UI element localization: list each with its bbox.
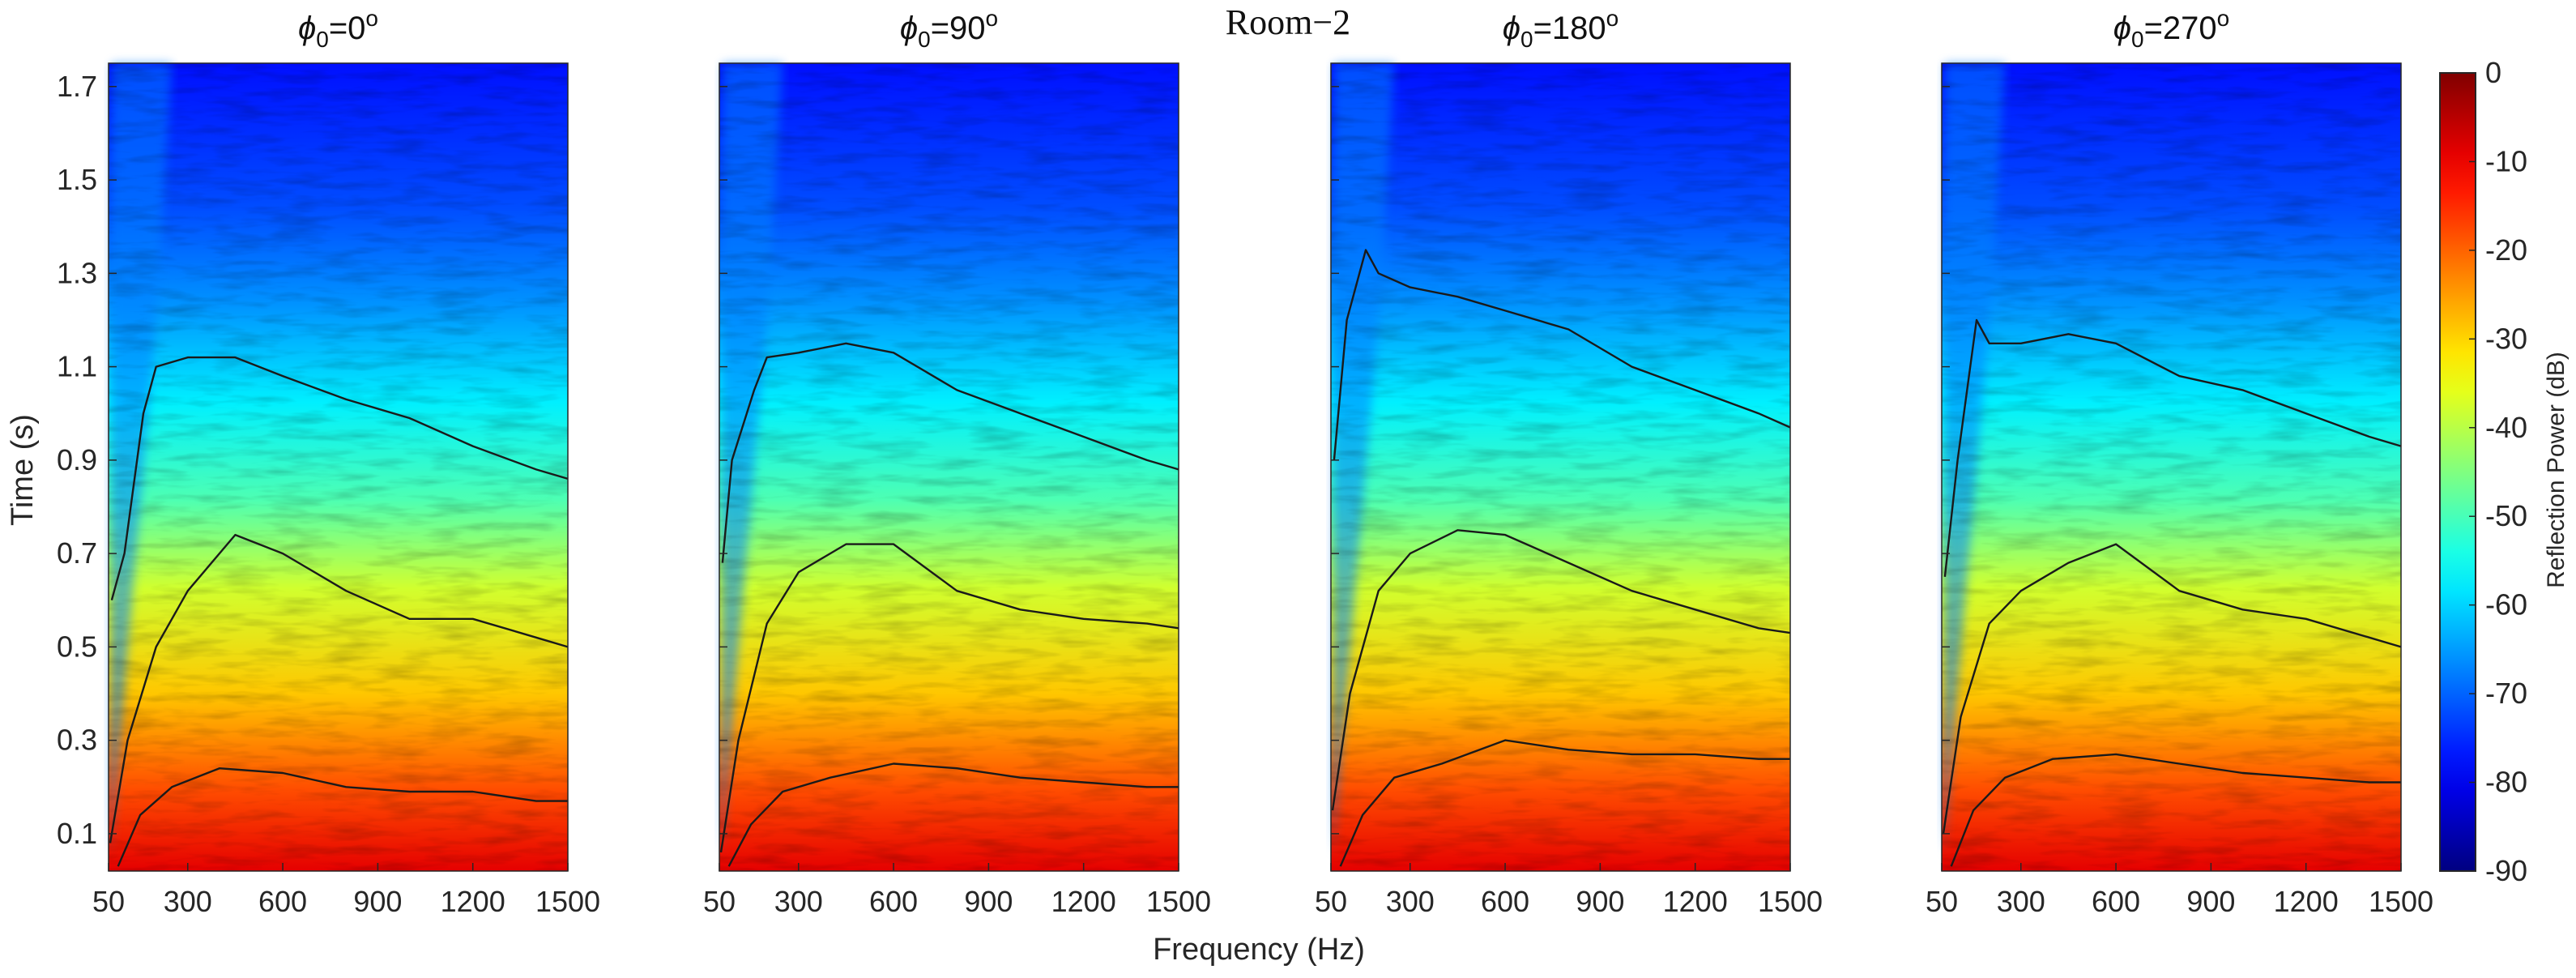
colorbar-tick-label: -50	[2485, 499, 2527, 532]
contour-line--60db	[110, 356, 569, 601]
panel-3: 50 300 600 900 1200 1500 ϕ0=270o	[1926, 6, 2433, 918]
colorbar-tick-label: -30	[2485, 322, 2527, 355]
x-tick-label: 50	[92, 885, 125, 918]
contour-line--60db	[1943, 318, 2402, 578]
panel-title: ϕ0=180o	[1503, 6, 1619, 52]
y-tick-label: 1.5	[57, 163, 97, 196]
title-symbol: ϕ	[298, 11, 316, 46]
y-tick-label: 0.7	[57, 536, 97, 570]
y-tick-label: 0.5	[57, 630, 97, 663]
y-tick-label: 1.3	[57, 256, 97, 289]
colorbar-tick-label: -60	[2485, 588, 2527, 621]
contour-line--40db	[719, 543, 1179, 853]
x-tick-label: 300	[164, 885, 212, 918]
contour-line--60db	[721, 342, 1179, 563]
contour-line--20db	[117, 767, 568, 867]
title-symbol: ϕ	[1503, 11, 1520, 46]
y-tick-label: 1.7	[57, 70, 97, 103]
contour-line--60db	[1333, 249, 1791, 461]
colorbar-tick-label: 0	[2485, 56, 2501, 89]
contour-line--20db	[1339, 739, 1790, 867]
x-tick-label: 50	[1315, 885, 1347, 918]
x-tick-label: 1500	[2369, 885, 2433, 918]
x-tick-label: 1500	[535, 885, 600, 918]
contour-line--40db	[1331, 529, 1791, 811]
title-superscript: o	[2217, 6, 2230, 31]
x-tick-label: 50	[703, 885, 736, 918]
x-tick-label: 50	[1926, 885, 1958, 918]
x-tick-label: 1200	[2274, 885, 2339, 918]
title-value: =90	[931, 11, 986, 46]
x-tick-label: 1200	[1051, 885, 1116, 918]
title-superscript: o	[986, 6, 999, 31]
title-value: =180	[1533, 11, 1606, 46]
colorbar-gradient	[2439, 72, 2476, 872]
panel-0: 50 300 600 900 1200 1500 0.1 0.3 0.5 0.7 0.9 1.1 1.3…	[57, 6, 600, 918]
x-tick-label: 900	[353, 885, 402, 918]
title-subscript: 0	[1520, 27, 1533, 52]
x-tick-label: 600	[869, 885, 918, 918]
colorbar-tick-label: -80	[2485, 766, 2527, 799]
title-subscript: 0	[316, 27, 329, 52]
title-value: =0	[329, 11, 366, 46]
x-tick-label: 600	[2092, 885, 2140, 918]
noise-texture	[719, 63, 1179, 871]
x-tick-label: 300	[1997, 885, 2045, 918]
panels-group: 50 300 600 900 1200 1500 0.1 0.3 0.5 0.7 0.9 1.1 1.3…	[57, 6, 2433, 918]
x-tick-label: 600	[1481, 885, 1529, 918]
colorbar-tick-label: -20	[2485, 233, 2527, 267]
panel-1: 50 300 600 900 1200 1500 ϕ0=90o	[703, 6, 1211, 918]
panel-title: ϕ0=0o	[298, 6, 378, 52]
suptitle: Room−2	[1226, 2, 1350, 42]
contour-line--40db	[1942, 543, 2402, 835]
panel-2: 50 300 600 900 1200 1500 ϕ0=180o	[1315, 6, 1823, 918]
contour-line--40db	[109, 533, 569, 843]
colorbar: 0 -10 -20 -30 -40 -50 -60 -70 -80 -90 Reflection …	[2439, 56, 2570, 887]
x-tick-label: 900	[964, 885, 1013, 918]
colorbar-tick-label: -70	[2485, 677, 2527, 710]
title-superscript: o	[1606, 6, 1619, 31]
x-tick-label: 300	[1386, 885, 1435, 918]
title-subscript: 0	[2131, 27, 2144, 52]
panel-frame	[1330, 62, 1791, 872]
y-tick-label: 0.1	[57, 817, 97, 850]
colorbar-label: Reflection Power (dB)	[2543, 352, 2570, 588]
title-subscript: 0	[918, 27, 931, 52]
noise-texture	[1942, 63, 2401, 871]
y-axis-label: Time (s)	[6, 414, 40, 526]
colorbar-ticks: 0 -10 -20 -30 -40 -50 -60 -70 -80 -90	[2469, 56, 2527, 887]
title-symbol: ϕ	[900, 11, 918, 46]
y-tick-label: 1.1	[57, 350, 97, 383]
panel-frame	[108, 62, 569, 872]
x-tick-label: 600	[258, 885, 307, 918]
x-tick-label: 1500	[1758, 885, 1823, 918]
x-tick-label: 1200	[441, 885, 505, 918]
x-tick-label: 900	[1576, 885, 1624, 918]
y-tick-label: 0.9	[57, 443, 97, 476]
colorbar-tick-label: -90	[2485, 854, 2527, 887]
title-value: =270	[2144, 11, 2217, 46]
x-tick-label: 1500	[1146, 885, 1211, 918]
contour-line--20db	[1950, 753, 2401, 867]
contour-line--20db	[727, 762, 1179, 867]
title-symbol: ϕ	[2113, 11, 2131, 46]
x-tick-label: 900	[2186, 885, 2235, 918]
colorbar-tick-label: -40	[2485, 411, 2527, 444]
noise-texture	[109, 63, 568, 871]
x-tick-label: 300	[774, 885, 823, 918]
title-superscript: o	[365, 6, 378, 31]
colorbar-tick-label: -10	[2485, 144, 2527, 177]
panel-frame	[719, 62, 1179, 872]
y-tick-label: 0.3	[57, 724, 97, 757]
noise-texture	[1331, 63, 1790, 871]
panel-title: ϕ0=270o	[2113, 6, 2230, 52]
panel-frame	[1941, 62, 2402, 872]
x-axis-label: Frequency (Hz)	[1153, 933, 1365, 967]
panel-title: ϕ0=90o	[900, 6, 998, 52]
x-tick-label: 1200	[1663, 885, 1728, 918]
